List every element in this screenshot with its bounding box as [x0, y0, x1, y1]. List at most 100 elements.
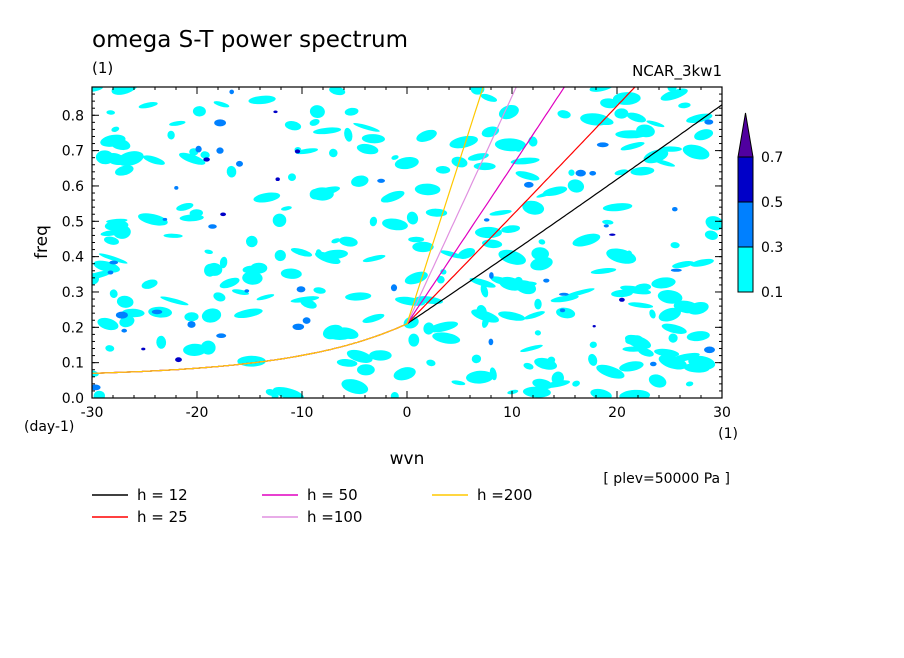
contour-patch	[661, 323, 687, 334]
x-unit-label: (1)	[718, 426, 738, 442]
contour-patch	[678, 102, 691, 109]
contour-patch-mid	[109, 260, 119, 265]
x-tick-label: 0	[403, 405, 412, 421]
contour-patch	[362, 313, 385, 323]
dispersion-curve	[92, 87, 484, 374]
contour-patch	[250, 262, 268, 274]
contour-patch-high	[592, 325, 596, 328]
contour-patch	[93, 390, 105, 398]
contour-patch	[498, 311, 526, 321]
contour-patch	[612, 92, 641, 105]
contour-patch	[92, 270, 113, 281]
contour-patch	[648, 374, 667, 388]
contour-patch	[380, 190, 405, 203]
contour-patch-mid	[162, 217, 168, 221]
contour-patch	[520, 344, 543, 353]
x-tick-label: -20	[186, 405, 209, 421]
contour-patch-mid	[377, 178, 385, 183]
contour-patch	[176, 202, 194, 211]
contour-patch	[248, 95, 276, 105]
contour-patch-mid	[488, 338, 494, 346]
contour-patch-mid	[704, 346, 715, 354]
contour-patch	[557, 110, 571, 119]
contour-patch	[532, 378, 553, 390]
contour-patch	[143, 155, 165, 165]
chart-title: omega S-T power spectrum	[92, 27, 408, 53]
contour-patch	[219, 277, 240, 289]
contour-patch	[668, 333, 678, 343]
y-tick-label: 0.2	[62, 320, 84, 336]
contour-patch-mid	[596, 142, 609, 148]
contour-patch-mid	[589, 171, 597, 176]
contour-patch	[501, 225, 521, 233]
colorbar-segment	[737, 246, 754, 293]
contour-fill-layer	[92, 87, 722, 398]
contour-patch	[357, 364, 375, 376]
contour-patch	[568, 169, 575, 176]
contour-patch	[481, 316, 490, 328]
contour-patch	[490, 276, 512, 286]
y-tick-label: 0.8	[62, 108, 84, 124]
contour-patch	[556, 307, 576, 319]
contour-patch	[280, 206, 292, 211]
contour-patch-mid	[524, 181, 534, 188]
contour-patch-mid	[187, 321, 196, 328]
contour-patch-mid	[151, 309, 163, 315]
contour-patch-mid	[292, 323, 305, 330]
contour-patch-mid	[559, 292, 569, 296]
contour-patch-mid	[216, 147, 224, 154]
contour-patch	[620, 285, 652, 295]
legend-label: h =200	[477, 486, 532, 504]
contour-patch	[92, 370, 99, 377]
contour-patch	[246, 235, 258, 248]
contour-patch	[119, 315, 135, 328]
contour-patch	[106, 152, 126, 166]
contour-patch	[423, 322, 435, 335]
contour-patch	[309, 118, 320, 126]
contour-patch	[213, 101, 230, 108]
contour-patch-mid	[672, 207, 678, 212]
contour-patch-mid	[216, 333, 227, 339]
contour-patch	[596, 364, 625, 379]
y-unit-label: (day-1)	[24, 419, 74, 435]
contour-patch	[476, 305, 487, 318]
contour-patch	[408, 236, 425, 243]
contour-patch	[657, 290, 683, 304]
contour-patch-mid	[115, 311, 128, 319]
contour-patch-high	[273, 110, 278, 114]
contour-patch-mid	[174, 186, 179, 190]
contour-patch	[451, 380, 466, 386]
contour-patch	[138, 102, 158, 109]
contour-patch	[471, 354, 482, 364]
colorbar-segment	[737, 201, 754, 248]
contour-patch	[160, 296, 189, 306]
y-tick-labels: 0.0 0.1 0.2 0.3 0.4 0.5 0.6 0.7 0.8	[62, 108, 84, 407]
contour-patch	[106, 218, 128, 224]
contour-patch	[686, 331, 710, 342]
contour-patch-mid	[244, 289, 250, 293]
contour-patch	[515, 171, 540, 181]
contour-patch	[313, 287, 326, 294]
contour-patch-mid	[302, 317, 311, 324]
contour-patch	[512, 276, 523, 290]
contour-patch	[284, 121, 302, 131]
contour-patch	[104, 236, 119, 245]
contour-patch	[369, 350, 392, 361]
contour-patch	[109, 138, 131, 151]
contour-patch	[138, 213, 168, 226]
contour-patch	[341, 379, 369, 395]
contour-patch	[475, 226, 502, 239]
contour-patch-mid	[483, 218, 490, 222]
contour-patch	[480, 93, 498, 102]
colorbar-segment	[737, 156, 754, 203]
contour-patch	[589, 341, 597, 349]
contour-patch	[614, 108, 629, 119]
contour-patch	[393, 367, 416, 381]
contour-patch	[97, 317, 119, 331]
contour-patch	[329, 87, 346, 96]
contour-patch	[683, 363, 710, 373]
contour-patch	[115, 165, 134, 176]
contour-patch-high	[275, 177, 280, 181]
contour-patch	[184, 312, 199, 322]
